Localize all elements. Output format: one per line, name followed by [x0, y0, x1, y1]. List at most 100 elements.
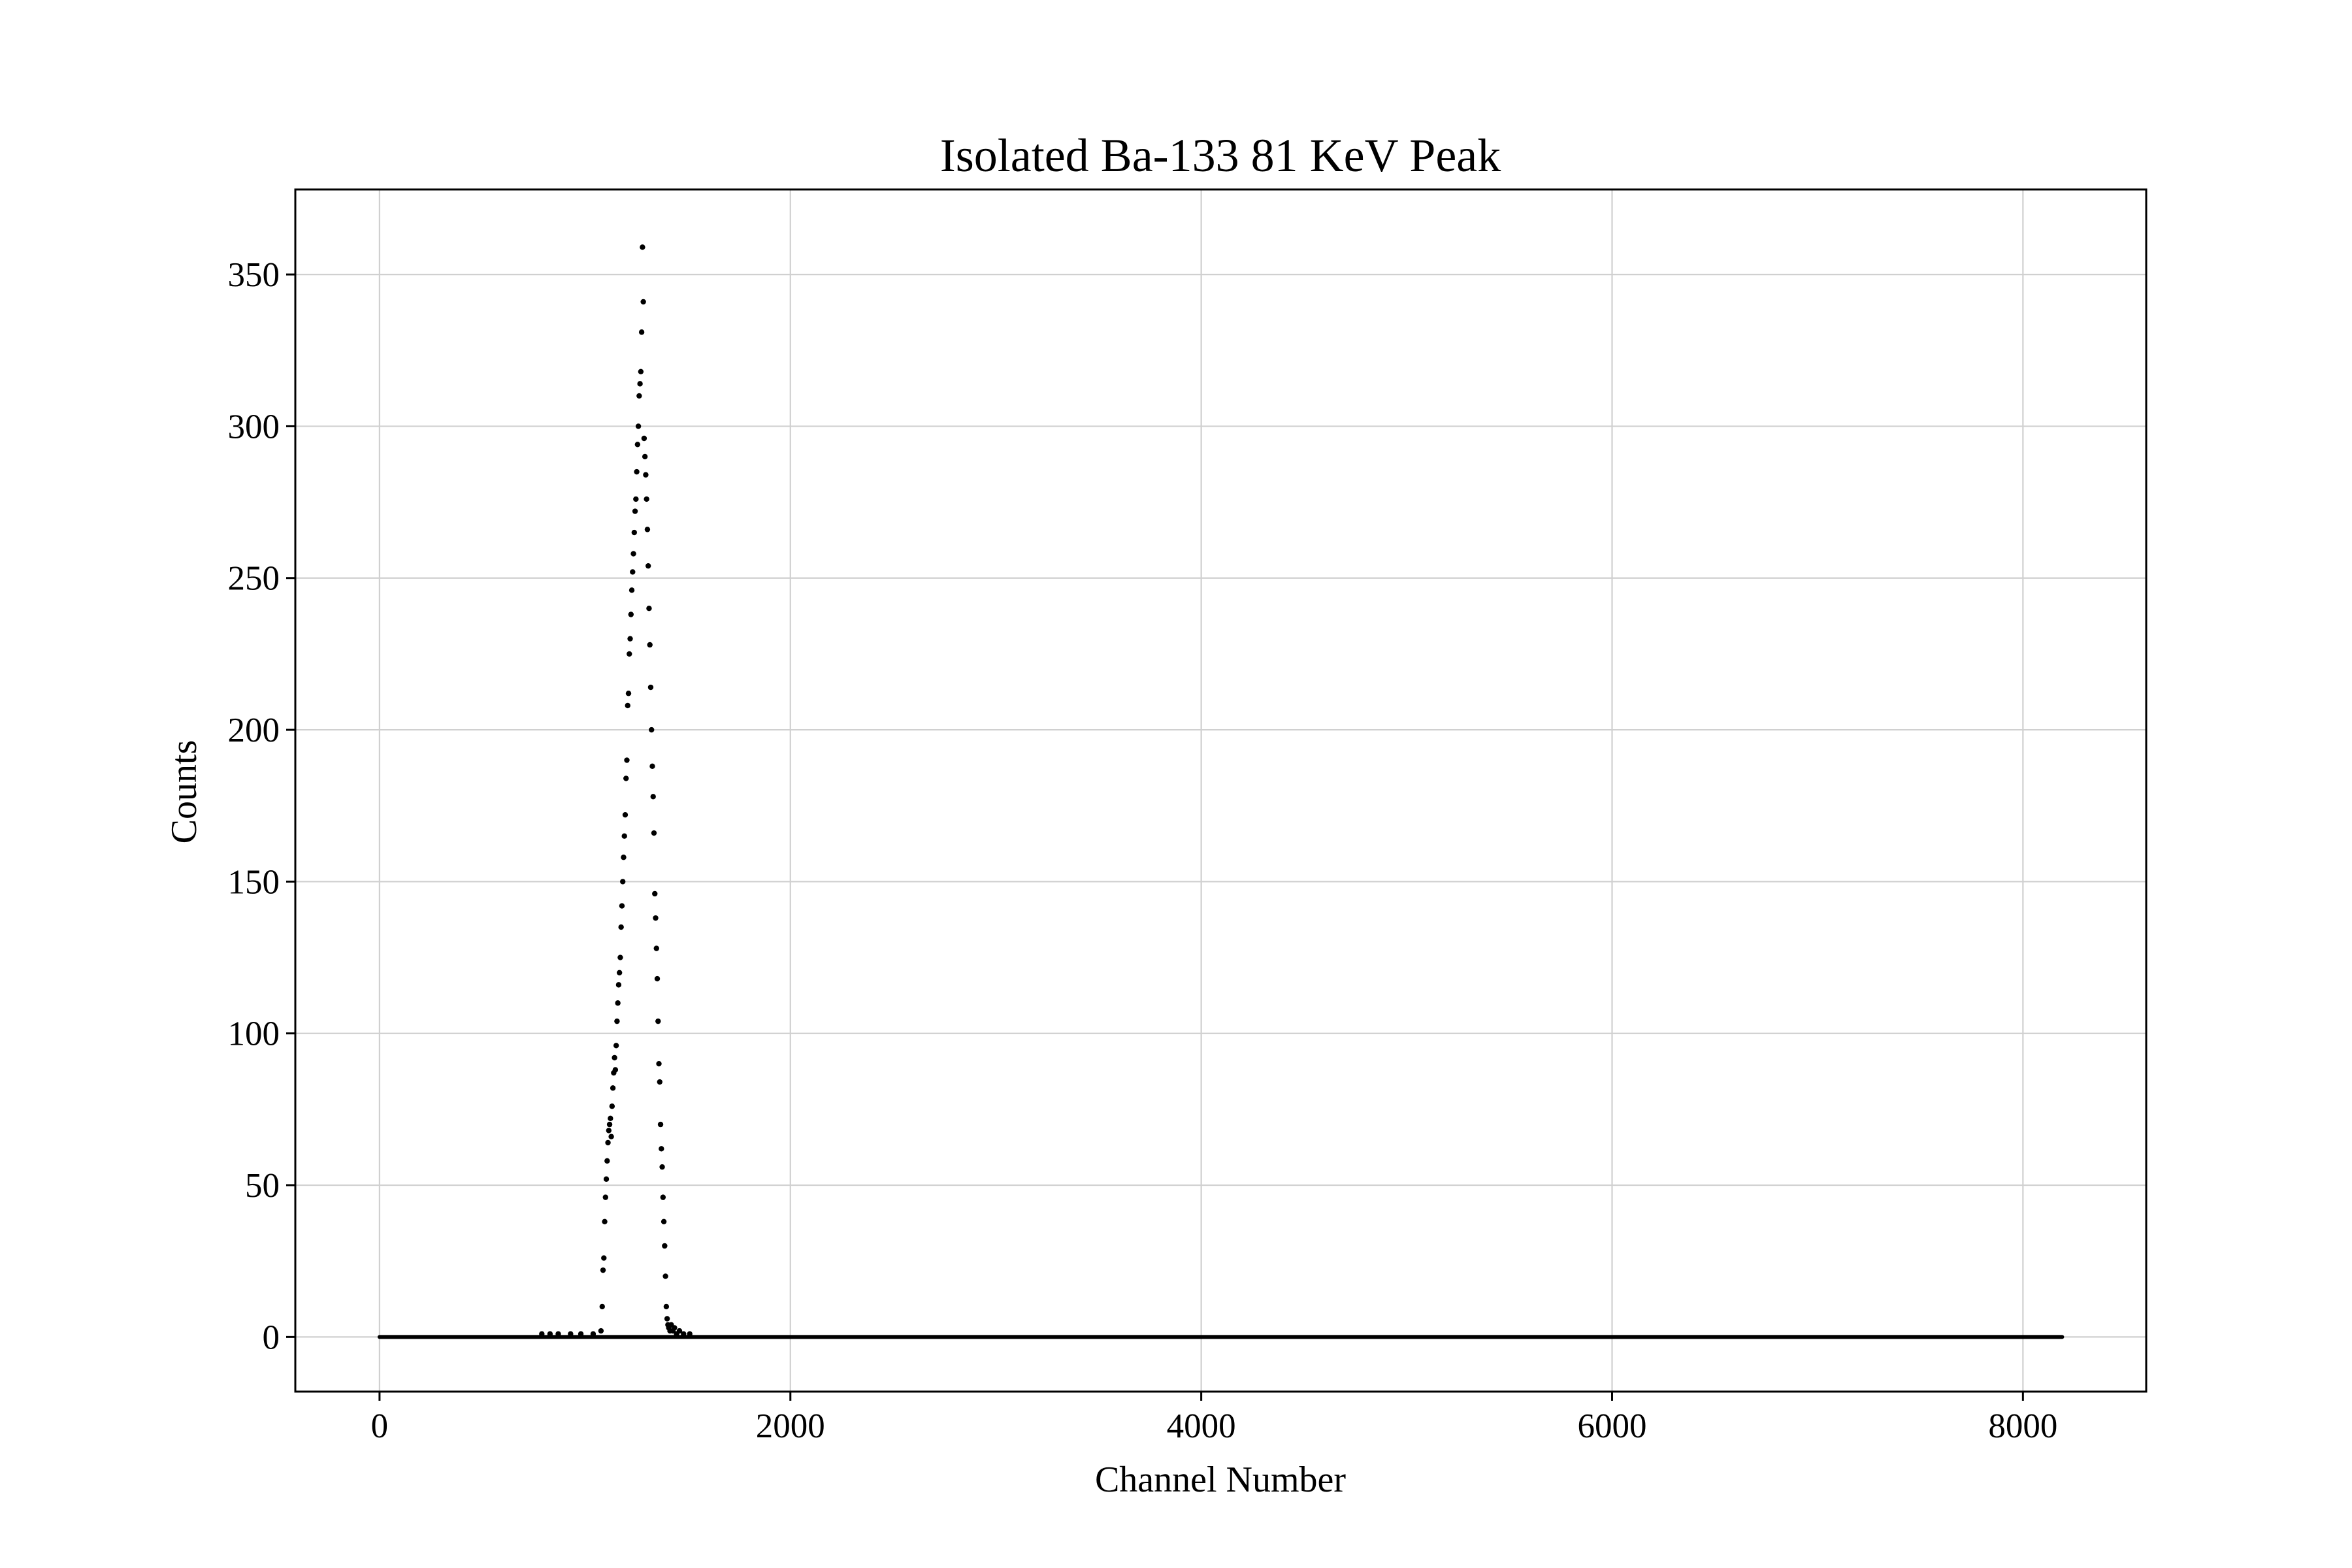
data-point: [618, 924, 624, 930]
data-point: [672, 1325, 678, 1331]
axis-ticks: 0 2000 4000 6000 8000 0 50 100 150 200 250 300 350: [228, 256, 2058, 1445]
x-axis-label: Channel Number: [1095, 1460, 1346, 1500]
data-point: [646, 606, 652, 612]
y-tick-label: 200: [228, 711, 280, 749]
data-point: [625, 691, 632, 696]
data-point: [633, 496, 639, 502]
data-point: [568, 1331, 574, 1337]
data-point: [636, 393, 642, 399]
data-point: [619, 903, 625, 909]
data-point: [644, 527, 651, 532]
data-point: [606, 1121, 613, 1128]
data-point: [615, 1000, 621, 1006]
y-tick-label: 250: [228, 560, 280, 598]
data-point: [612, 1054, 617, 1061]
data-point: [647, 642, 653, 648]
data-point: [655, 1018, 661, 1024]
data-point: [612, 1067, 619, 1073]
data-point: [613, 1043, 619, 1049]
data-point: [617, 955, 623, 960]
data-point: [623, 776, 629, 781]
data-point: [659, 1164, 665, 1170]
data-point: [590, 1331, 596, 1337]
data-point: [601, 1255, 607, 1261]
data-point: [630, 569, 636, 575]
data-point: [649, 763, 655, 770]
data-point: [619, 879, 626, 885]
data-point: [603, 1176, 610, 1182]
data-point: [628, 612, 634, 617]
data-point: [654, 975, 661, 982]
y-tick-label: 350: [228, 256, 280, 294]
data-point: [663, 1303, 670, 1310]
data-point: [609, 1103, 615, 1109]
y-tick-label: 0: [263, 1318, 280, 1356]
data-point: [629, 587, 635, 593]
data-point: [600, 1267, 606, 1273]
data-point: [602, 1194, 608, 1200]
data-point: [656, 1060, 662, 1067]
data-point: [653, 945, 659, 951]
x-tick-label: 6000: [1577, 1407, 1646, 1445]
plot-frame: [294, 188, 2148, 1393]
data-point: [687, 1331, 693, 1337]
data-point: [632, 508, 638, 514]
data-point: [555, 1331, 561, 1337]
data-point: [598, 1328, 604, 1334]
data-point: [616, 970, 623, 975]
data-point: [625, 702, 630, 709]
data-point: [610, 1085, 616, 1091]
data-point: [547, 1331, 553, 1337]
data-point: [651, 830, 657, 836]
data-point: [608, 1115, 613, 1122]
data-point: [615, 982, 622, 988]
data-point: [661, 1218, 667, 1224]
data-point: [578, 1331, 584, 1337]
data-point: [638, 368, 644, 374]
data-point: [634, 468, 640, 475]
data-point: [642, 453, 648, 460]
data-point: [644, 496, 649, 502]
x-tick-label: 0: [371, 1407, 389, 1445]
data-point: [640, 299, 646, 305]
data-point: [645, 563, 651, 569]
x-tick-label: 2000: [756, 1407, 825, 1445]
data-point: [638, 329, 645, 335]
data-point: [653, 915, 659, 921]
data-point: [599, 1303, 605, 1310]
data-point: [664, 1316, 670, 1322]
data-point: [637, 381, 643, 387]
data-point: [662, 1243, 668, 1249]
data-point: [650, 794, 656, 800]
data-point: [624, 757, 630, 763]
data-point: [631, 529, 638, 536]
data-point: [659, 1146, 664, 1152]
data-point: [660, 1194, 666, 1200]
data-point: [630, 551, 636, 557]
chart-title: Isolated Ba-133 81 KeV Peak: [940, 129, 1501, 182]
data-point: [605, 1139, 611, 1146]
data-point: [627, 636, 633, 642]
data-point: [602, 1218, 608, 1224]
data-point: [647, 684, 654, 691]
data-point: [621, 833, 627, 839]
data-point: [634, 442, 641, 448]
data-point: [622, 811, 629, 818]
data-point: [643, 472, 649, 478]
data-point: [621, 855, 627, 860]
data-point: [640, 244, 645, 250]
y-tick-label: 50: [245, 1167, 280, 1205]
y-axis-label: Counts: [164, 740, 204, 844]
data-point: [635, 423, 642, 429]
data-point: [676, 1328, 683, 1334]
data-point: [614, 1018, 620, 1024]
data-points: [539, 244, 693, 1337]
y-tick-label: 150: [228, 863, 280, 901]
data-point: [657, 1121, 664, 1128]
y-tick-label: 300: [228, 408, 280, 446]
data-point: [662, 1273, 668, 1279]
data-point: [606, 1128, 612, 1134]
data-point: [681, 1331, 687, 1337]
data-point: [649, 727, 655, 733]
data-point: [657, 1079, 662, 1085]
